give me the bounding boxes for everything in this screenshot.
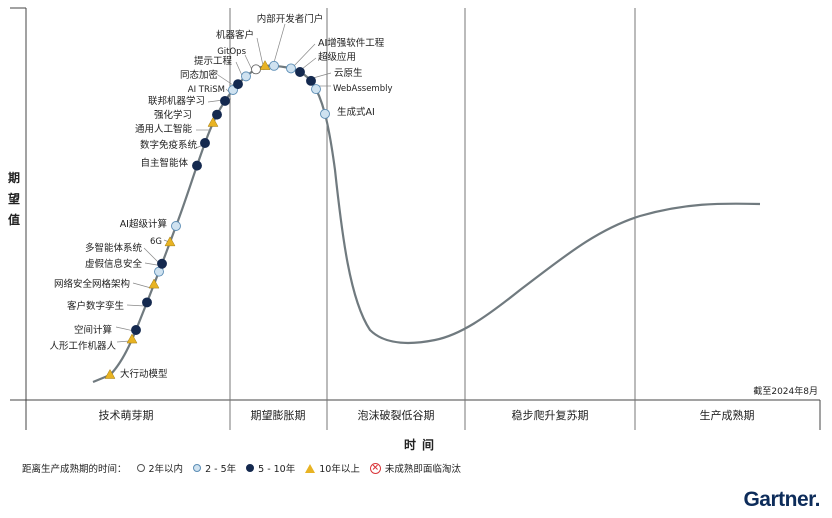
point-label: 同态加密 [180, 69, 219, 81]
point-label: 通用人工智能 [135, 123, 193, 135]
phase-dividers [229, 8, 636, 430]
hype-marker [295, 67, 305, 77]
leader-line [144, 262, 158, 266]
point-label: 提示工程 [194, 55, 233, 67]
legend-label: 2 - 5年 [205, 464, 237, 475]
hype-marker [320, 108, 330, 119]
point-label: GitOps [217, 47, 246, 57]
triangle-icon [305, 463, 316, 473]
hype-marker [212, 109, 222, 120]
point-label: 6G [150, 237, 162, 247]
open-circle-icon [136, 464, 145, 472]
point-label: WebAssembly [333, 84, 393, 94]
as-of-note: 截至2024年8月 [753, 385, 818, 397]
legend-label: 未成熟即面临淘汰 [384, 464, 461, 475]
point-label: 强化学习 [154, 109, 192, 121]
legend-item-lt2: 2年以内 [136, 461, 184, 475]
phase-label-innovation-trigger: 技术萌芽期 [99, 408, 154, 422]
legend-item-obsolete: × 未成熟即面临淘汰 [369, 461, 461, 475]
legend-item-5to10: 5 - 10年 [246, 461, 295, 475]
leader-line [132, 282, 152, 289]
hype-marker [192, 160, 202, 171]
leader-line [272, 23, 286, 67]
hype-marker [207, 116, 219, 127]
phase-label-slope: 稳步爬升复苏期 [512, 408, 589, 422]
point-label: 虚假信息安全 [85, 258, 143, 270]
leader-line [292, 43, 316, 68]
point-label: 云原生 [334, 67, 363, 79]
hype-marker [148, 278, 160, 289]
leader-line [217, 74, 237, 88]
point-label: 内部开发者门户 [257, 13, 324, 25]
hype-marker [233, 79, 243, 90]
point-label: 网络安全网格架构 [54, 278, 130, 290]
leader-line [126, 304, 146, 307]
hype-marker [164, 236, 176, 247]
point-label: 空间计算 [74, 324, 112, 336]
hype-marker [126, 333, 138, 344]
x-axis-label: 时间 [404, 437, 440, 452]
point-label: 大行动模型 [120, 368, 168, 380]
leader-line [143, 247, 161, 265]
leader-line [301, 57, 317, 70]
legend-title: 距离生产成熟期的时间： [22, 464, 127, 475]
point-label: 自主智能体 [140, 157, 188, 169]
point-label: AI增强软件工程 [318, 37, 385, 49]
hype-marker [131, 325, 141, 335]
gartner-logo: Gartner. [743, 488, 820, 511]
leader-line [115, 326, 135, 332]
point-label: 多智能体系统 [85, 242, 143, 254]
labels-layer: 大行动模型 人形工作机器人 空间计算 客户数字孪生 网络安全网格架构 虚假信息安全多智能体… [49, 13, 392, 380]
hype-marker [241, 71, 251, 82]
legend: 距离生产成熟期的时间： 2年以内 2 - 5年 5 - 10年 10年以上 × … [22, 461, 461, 475]
light-circle-icon [193, 464, 202, 472]
point-label: 客户数字孪生 [67, 300, 125, 312]
legend-item-gt10: 10年以上 [305, 461, 360, 475]
hype-marker [286, 63, 296, 74]
legend-label: 10年以上 [319, 464, 360, 475]
legend-item-2to5: 2 - 5年 [193, 461, 236, 475]
legend-label: 2年以内 [148, 464, 184, 475]
hype-marker [259, 60, 271, 70]
point-label: 机器客户 [216, 29, 254, 41]
point-label: AI TRiSM [188, 85, 225, 95]
hype-marker [311, 84, 321, 95]
hype-marker [306, 75, 316, 86]
point-label: 人形工作机器人 [49, 340, 116, 352]
phase-label-trough: 泡沫破裂低谷期 [358, 408, 435, 422]
phase-label-peak: 期望膨胀期 [251, 408, 306, 422]
point-label: 联邦机器学习 [148, 95, 205, 107]
hype-marker [142, 297, 152, 308]
point-label: 超级应用 [318, 51, 356, 63]
hype-marker [220, 95, 230, 106]
y-label-char-1: 期望值 [8, 170, 20, 227]
hype-marker [157, 258, 167, 269]
x-circle-icon: × [369, 462, 381, 474]
hype-marker [171, 221, 181, 231]
point-label: 数字免疫系统 [140, 139, 198, 151]
hype-marker [269, 60, 279, 71]
legend-label: 5 - 10年 [258, 464, 296, 475]
hype-marker [251, 64, 261, 75]
hype-curve [92, 64, 761, 384]
hype-marker [104, 368, 116, 379]
points-layer [104, 60, 330, 379]
leader-line [312, 72, 332, 79]
dark-circle-icon [246, 464, 255, 472]
phase-label-plateau: 生产成熟期 [700, 408, 755, 422]
hype-marker [200, 138, 210, 148]
point-label: AI超级计算 [120, 218, 167, 230]
point-label: 生成式AI [337, 106, 375, 118]
